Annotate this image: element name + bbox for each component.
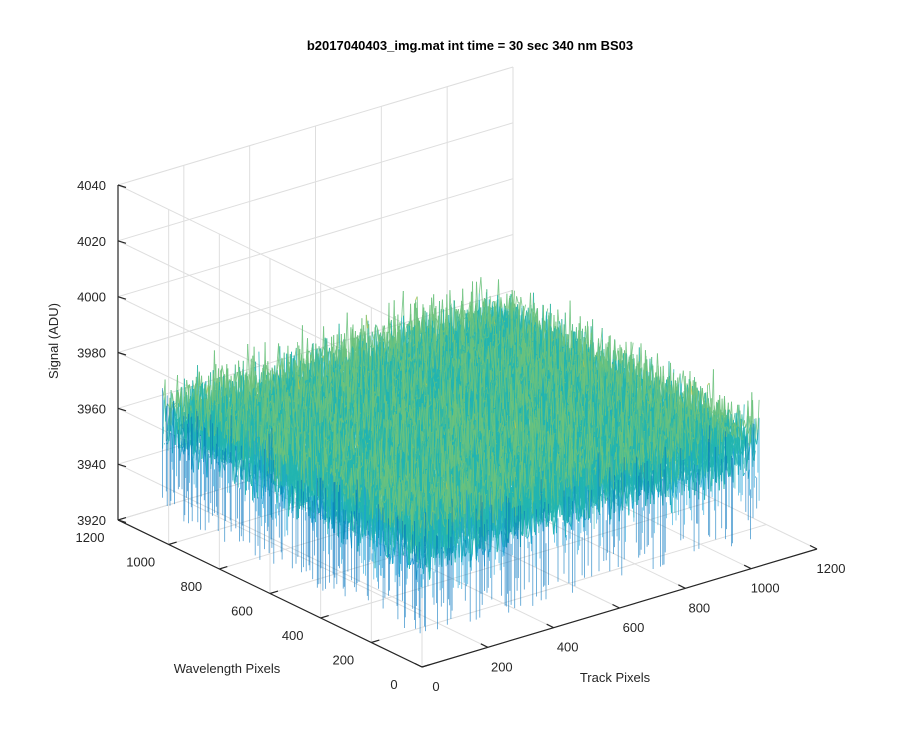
surface-segment bbox=[346, 312, 350, 366]
surface-segment bbox=[247, 343, 250, 375]
surface-segment bbox=[173, 402, 177, 405]
surface-segment bbox=[308, 350, 311, 353]
surface-mesh bbox=[162, 277, 760, 634]
chart-title: b2017040403_img.mat int time = 30 sec 34… bbox=[307, 38, 633, 53]
surface-segment bbox=[167, 403, 170, 407]
surface-segment bbox=[480, 277, 483, 305]
surface-segment bbox=[177, 374, 180, 427]
surface-segment bbox=[371, 331, 375, 340]
surface-segment bbox=[514, 296, 518, 313]
surface-segment bbox=[458, 310, 461, 322]
surface-segment bbox=[516, 296, 519, 304]
surface-segment bbox=[221, 365, 225, 374]
surface-segment bbox=[174, 403, 177, 408]
surface-segment bbox=[392, 300, 395, 353]
surface-segment bbox=[523, 304, 527, 312]
grid-line bbox=[371, 524, 767, 643]
